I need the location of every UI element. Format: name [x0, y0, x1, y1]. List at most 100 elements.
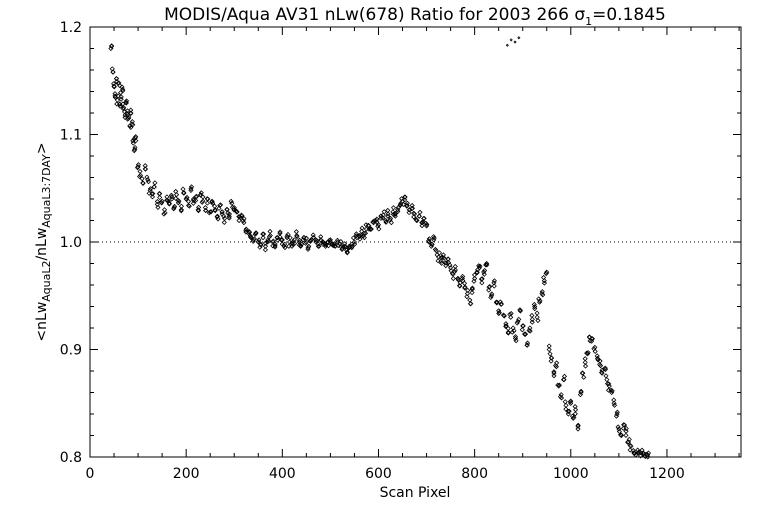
data-point	[548, 358, 554, 364]
data-point	[465, 287, 471, 293]
data-point	[413, 217, 419, 223]
y-tick-label: 1.0	[60, 235, 82, 251]
data-point	[383, 219, 389, 225]
data-point	[195, 207, 201, 213]
data-point	[260, 235, 266, 241]
data-point	[609, 388, 615, 394]
data-point	[400, 201, 407, 208]
data-point	[140, 180, 146, 186]
data-point	[585, 350, 591, 356]
data-point	[469, 285, 475, 291]
data-point	[417, 209, 423, 215]
data-point	[563, 406, 569, 412]
data-point	[258, 242, 264, 248]
data-point	[589, 336, 595, 342]
data-point	[303, 235, 309, 241]
data-point	[420, 219, 426, 225]
data-point	[385, 207, 391, 213]
chart-title: MODIS/Aqua AV31 nLw(678) Ratio for 2003 …	[164, 5, 666, 28]
data-point	[111, 81, 117, 87]
data-point	[589, 336, 595, 342]
data-point	[320, 241, 326, 247]
data-point	[178, 203, 184, 209]
data-point	[378, 215, 384, 221]
data-point	[433, 248, 439, 254]
data-point	[175, 197, 181, 203]
data-point	[178, 208, 184, 214]
data-point	[362, 230, 369, 236]
data-point	[505, 325, 511, 332]
data-point	[315, 243, 321, 249]
data-point	[265, 237, 271, 243]
data-point	[134, 165, 141, 171]
data-point	[198, 190, 204, 196]
data-point	[462, 285, 468, 291]
data-point	[360, 233, 366, 239]
data-point	[594, 355, 601, 362]
data-point	[204, 196, 210, 202]
data-point	[567, 399, 573, 405]
data-point	[380, 215, 386, 221]
data-point	[645, 450, 652, 456]
data-point	[467, 297, 473, 303]
data-point	[221, 219, 227, 225]
data-point	[456, 283, 463, 289]
y-label-sub1: AquaL2	[40, 261, 53, 302]
data-point	[522, 331, 528, 337]
data-point	[555, 382, 561, 388]
plot-frame	[89, 26, 742, 458]
data-point	[503, 321, 509, 327]
data-point	[582, 363, 589, 369]
data-point	[335, 243, 341, 249]
data-point	[423, 220, 429, 226]
data-point	[599, 369, 605, 375]
data-point	[260, 231, 266, 237]
data-point	[110, 69, 116, 75]
title-main-text: MODIS/Aqua AV31 nLw(678) Ratio for 2003 …	[164, 5, 574, 25]
data-point	[536, 296, 542, 302]
x-tick-label: 600	[365, 466, 392, 482]
data-point	[419, 223, 425, 229]
data-point	[224, 206, 230, 212]
data-point	[615, 424, 621, 430]
data-point	[277, 229, 283, 235]
data-point	[352, 241, 358, 247]
data-point	[452, 263, 458, 270]
data-point	[486, 287, 492, 293]
data-point	[411, 214, 417, 220]
data-point	[431, 235, 437, 241]
data-point	[123, 98, 130, 104]
data-point	[156, 191, 162, 197]
y-label-sub2: AquaL3:7DAY	[40, 154, 53, 228]
data-point	[375, 222, 382, 228]
data-point	[519, 327, 525, 333]
data-point	[234, 209, 240, 215]
data-point	[147, 186, 154, 192]
data-point	[481, 269, 487, 275]
data-point	[120, 88, 126, 94]
data-point	[228, 198, 234, 204]
data-point	[166, 201, 172, 207]
data-point	[592, 348, 598, 355]
y-tick-label: 0.8	[60, 450, 82, 466]
data-point	[546, 343, 552, 349]
data-point	[191, 197, 197, 204]
data-point	[272, 243, 278, 249]
data-point	[117, 103, 123, 109]
data-point	[149, 194, 156, 200]
data-point	[432, 246, 438, 252]
data-point	[517, 307, 523, 313]
data-point	[310, 234, 317, 241]
data-point	[452, 269, 458, 275]
data-point	[111, 83, 117, 89]
data-point	[547, 351, 553, 357]
data-point	[231, 205, 237, 211]
data-point	[509, 38, 513, 42]
data-point	[275, 237, 281, 243]
data-point	[441, 255, 447, 261]
data-point	[623, 432, 629, 438]
data-point	[199, 199, 205, 205]
data-point	[180, 186, 186, 192]
data-point	[175, 200, 181, 206]
data-point	[108, 45, 114, 52]
